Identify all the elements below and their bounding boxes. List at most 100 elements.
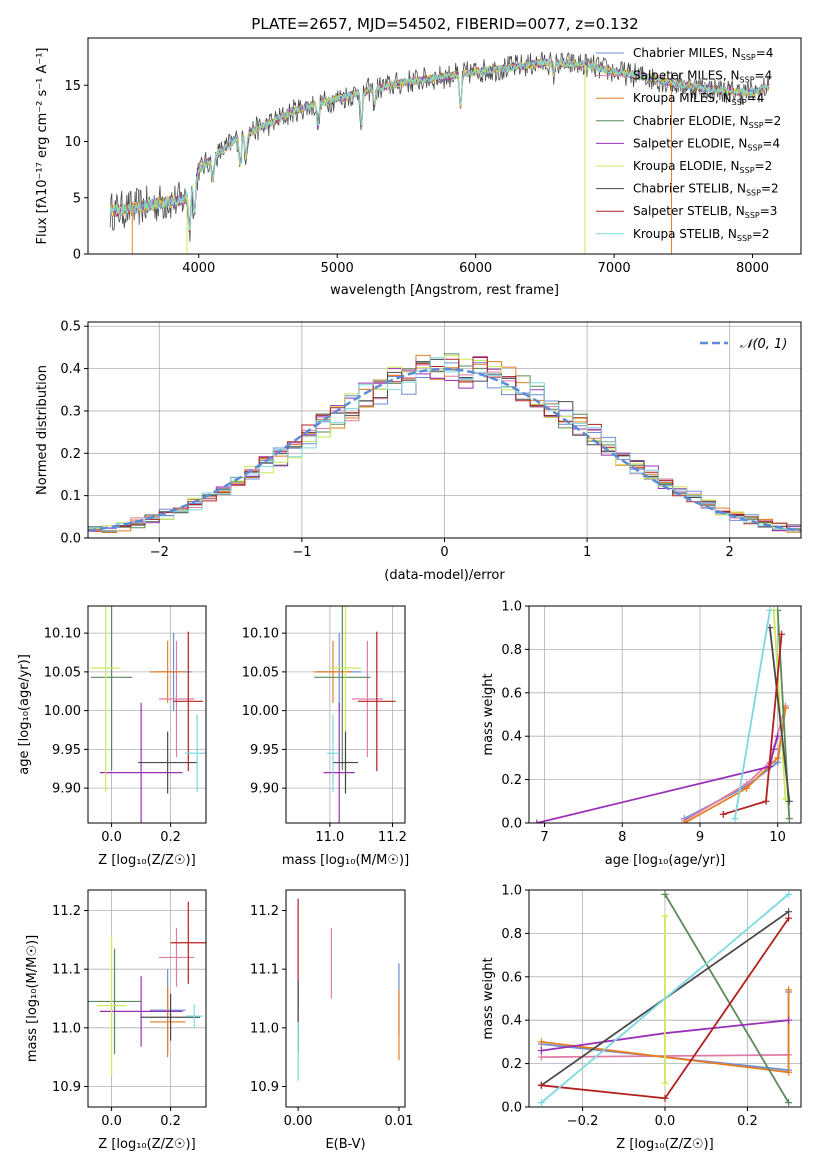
x-tick-label: 0.2 <box>737 1114 758 1129</box>
weight-marker <box>778 630 786 638</box>
y-tick-label: 0.8 <box>501 927 522 942</box>
y-tick-label: 0 <box>73 248 81 263</box>
residuals-xlabel: (data-model)/error <box>384 568 505 583</box>
weight-marker <box>785 1099 793 1107</box>
y-tick-label: 0.4 <box>60 362 81 377</box>
weight-marker <box>731 815 739 823</box>
weight_vs_age-axis-decor: 7 8 9 10 0.0 0.2 0.4 0.6 0.8 1.0 age [log₁₀(age/yr… <box>481 600 802 868</box>
x-tick-label: 7 <box>540 830 548 845</box>
weight-marker <box>766 606 774 614</box>
weight-marker <box>743 784 751 792</box>
y-tick-label: 0.0 <box>501 1101 522 1116</box>
weight_vs_age-xlabel: age [log₁₀(age/yr)] <box>605 853 726 868</box>
weight-marker <box>537 1081 545 1089</box>
y-tick-label: 9.95 <box>250 743 279 758</box>
weight-line-chabrier-stelib <box>769 627 791 802</box>
y-tick-label: 0.8 <box>501 643 522 658</box>
weight-marker <box>680 819 688 823</box>
gaussian-curve <box>88 367 801 532</box>
x-tick-label: 0.2 <box>160 1114 181 1129</box>
x-tick-label: −0.2 <box>567 1114 599 1129</box>
legend-entry: Kroupa STELIB, NSSP=2 <box>633 227 770 243</box>
weight-marker <box>781 795 789 803</box>
weight-marker <box>762 797 770 805</box>
y-tick-label: 9.95 <box>52 743 81 758</box>
x-tick-label: 11.0 <box>315 830 344 845</box>
spectrum-axes <box>109 51 770 254</box>
y-tick-label: 10.10 <box>44 627 81 642</box>
weight-marker <box>785 1016 793 1024</box>
weight-marker <box>661 1079 669 1087</box>
mass_vs_ebv-axis-decor: 0.00 0.01 10.9 11.0 11.1 11.2 E(B-V) <box>250 889 413 1152</box>
x-tick-label: 1 <box>583 545 591 560</box>
spectrum-legend: Chabrier MILES, NSSP=4 Salpeter MILES, NS… <box>596 46 781 243</box>
weight-marker <box>537 1038 545 1046</box>
legend-entry: Chabrier MILES, NSSP=4 <box>633 46 773 62</box>
x-tick-label: 0.00 <box>284 1114 313 1129</box>
mass_vs_Z-frame <box>87 889 207 1108</box>
age_vs_Z-axis-decor: 0.0 0.2 9.90 9.95 10.00 10.05 10.10 Z [log₁₀(Z/… <box>17 605 207 868</box>
x-tick-label: 0.2 <box>160 830 181 845</box>
legend-entry: Kroupa ELODIE, NSSP=2 <box>633 159 772 175</box>
spectrum-frame <box>87 37 802 255</box>
weight-marker <box>774 732 782 740</box>
residuals-axis-decor: −2 −1 0 1 2 0.0 0.1 0.2 0.3 0.4 0.5 (data-model)/er… <box>35 320 802 583</box>
weight-line-kroupa-stelib <box>540 893 790 1104</box>
age_vs_Z-axes <box>88 606 206 823</box>
weight-marker <box>661 890 669 898</box>
age_vs_mass-xlabel: mass [log₁₀(M/M☉)] <box>282 853 409 868</box>
residuals-ylabel: Normed distribution <box>35 365 50 495</box>
weight_vs_Z-axes <box>529 889 801 1108</box>
y-tick-label: 5 <box>73 191 81 206</box>
spectrum-axis-decor: 4000 5000 6000 7000 8000 0 5 10 15 wavelength [An… <box>35 37 802 298</box>
histogram-salpeter-elodie <box>88 356 801 531</box>
y-tick-label: 11.2 <box>250 904 279 919</box>
weight-marker <box>785 1068 793 1076</box>
weight_vs_Z-xlabel: Z [log₁₀(Z/Z☉)] <box>616 1137 713 1152</box>
y-tick-label: 10.9 <box>52 1080 81 1095</box>
legend-entry: Salpeter ELODIE, NSSP=4 <box>633 136 780 152</box>
y-tick-label: 0.5 <box>60 320 81 335</box>
y-tick-label: 0.1 <box>60 489 81 504</box>
weight-marker <box>661 1094 669 1102</box>
weight-marker <box>533 819 541 823</box>
y-tick-label: 0.6 <box>501 686 522 701</box>
age_vs_Z-frame <box>87 605 207 824</box>
legend-entry: Kroupa MILES, NSSP=4 <box>633 91 764 107</box>
weight-marker <box>785 914 793 922</box>
y-tick-label: 0.0 <box>501 817 522 832</box>
weight_vs_Z-ylabel: mass weight <box>481 957 496 1039</box>
legend-entry: Salpeter MILES, NSSP=4 <box>633 69 772 85</box>
mass_vs_ebv-frame <box>285 889 406 1108</box>
x-tick-label: 5000 <box>321 261 354 276</box>
weight-marker <box>537 1053 545 1061</box>
x-tick-label: 2 <box>726 545 734 560</box>
y-tick-label: 11.0 <box>250 1021 279 1036</box>
y-tick-label: 0.2 <box>60 447 81 462</box>
gaussian-legend-label: 𝒩(0, 1) <box>740 337 787 352</box>
y-tick-label: 0.6 <box>501 970 522 985</box>
y-tick-label: 0.2 <box>501 773 522 788</box>
x-tick-label: 9 <box>696 830 704 845</box>
x-tick-label: 6000 <box>459 261 492 276</box>
y-tick-label: 1.0 <box>501 600 522 615</box>
weight-line-chabrier-elodie <box>664 893 790 1104</box>
y-tick-label: 10 <box>64 135 81 150</box>
x-tick-label: −2 <box>150 545 169 560</box>
y-tick-label: 0.0 <box>60 532 81 547</box>
x-tick-label: 8000 <box>736 261 769 276</box>
y-tick-label: 0.2 <box>501 1057 522 1072</box>
weight_vs_age-frame <box>528 605 802 824</box>
y-tick-label: 10.9 <box>250 1080 279 1095</box>
y-tick-label: 0.4 <box>501 1014 522 1029</box>
legend-entry: Salpeter STELIB, NSSP=3 <box>633 204 777 220</box>
age_vs_mass-axes <box>286 606 405 823</box>
weight-marker <box>719 810 727 818</box>
y-tick-label: 11.0 <box>52 1021 81 1036</box>
weight-marker <box>785 890 793 898</box>
weight-marker <box>785 797 793 805</box>
mass_vs_Z-axis-decor: 0.0 0.2 10.9 11.0 11.1 11.2 Z [log₁₀(Z/Z☉)] mas… <box>25 889 207 1152</box>
x-tick-label: 0.01 <box>384 1114 413 1129</box>
histogram-kroupa-stelib <box>88 357 801 532</box>
